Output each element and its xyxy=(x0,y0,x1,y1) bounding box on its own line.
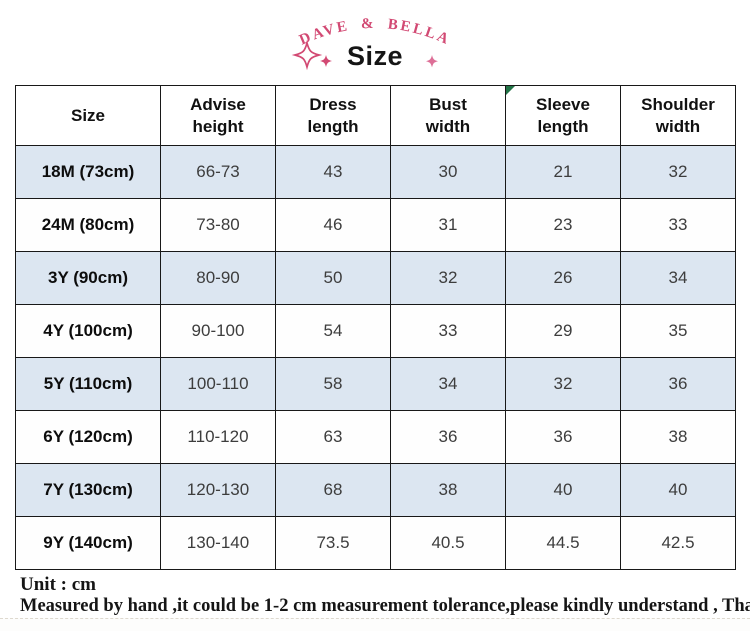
value-cell: 32 xyxy=(390,251,506,305)
column-header-sleeve-length: Sleeve length xyxy=(505,85,621,146)
table-row: 4Y (100cm) 90-100 54 33 29 35 xyxy=(15,304,736,358)
value-cell: 26 xyxy=(505,251,621,305)
value-cell: 32 xyxy=(505,357,621,411)
page-title: Size xyxy=(346,41,404,71)
value-cell: 38 xyxy=(620,410,736,464)
value-cell: 40 xyxy=(505,463,621,517)
column-header-label: Sleeve length xyxy=(536,95,590,136)
column-header-bust-width: Bust width xyxy=(390,85,506,146)
value-cell: 73-80 xyxy=(160,198,276,252)
size-cell: 24M (80cm) xyxy=(15,198,161,252)
value-cell: 23 xyxy=(505,198,621,252)
cropped-next-section-edge xyxy=(0,618,750,631)
value-cell: 44.5 xyxy=(505,516,621,570)
header-row: Size Advise height Dress length Bust wid… xyxy=(15,85,736,146)
value-cell: 120-130 xyxy=(160,463,276,517)
value-cell: 33 xyxy=(390,304,506,358)
value-cell: 50 xyxy=(275,251,391,305)
value-cell: 21 xyxy=(505,145,621,199)
value-cell: 43 xyxy=(275,145,391,199)
value-cell: 33 xyxy=(620,198,736,252)
size-cell: 3Y (90cm) xyxy=(15,251,161,305)
value-cell: 110-120 xyxy=(160,410,276,464)
column-header-size: Size xyxy=(15,85,161,146)
value-cell: 90-100 xyxy=(160,304,276,358)
value-cell: 36 xyxy=(505,410,621,464)
size-cell: 18M (73cm) xyxy=(15,145,161,199)
size-cell: 4Y (100cm) xyxy=(15,304,161,358)
value-cell: 34 xyxy=(390,357,506,411)
value-cell: 29 xyxy=(505,304,621,358)
size-cell: 5Y (110cm) xyxy=(15,357,161,411)
table-row: 5Y (110cm) 100-110 58 34 32 36 xyxy=(15,357,736,411)
table-row: 24M (80cm) 73-80 46 31 23 33 xyxy=(15,198,736,252)
sparkle-large-icon xyxy=(291,39,323,71)
size-table: Size Advise height Dress length Bust wid… xyxy=(15,85,736,570)
value-cell: 35 xyxy=(620,304,736,358)
value-cell: 36 xyxy=(390,410,506,464)
value-cell: 36 xyxy=(620,357,736,411)
value-cell: 31 xyxy=(390,198,506,252)
size-cell: 6Y (120cm) xyxy=(15,410,161,464)
column-header-shoulder-width: Shoulder width xyxy=(620,85,736,146)
column-header-advise-height: Advise height xyxy=(160,85,276,146)
value-cell: 130-140 xyxy=(160,516,276,570)
value-cell: 68 xyxy=(275,463,391,517)
brand-header: DAVE & BELLA xyxy=(291,16,450,71)
table-row: 18M (73cm) 66-73 43 30 21 32 xyxy=(15,145,736,199)
table-row: 3Y (90cm) 80-90 50 32 26 34 xyxy=(15,251,736,305)
value-cell: 40 xyxy=(620,463,736,517)
value-cell: 34 xyxy=(620,251,736,305)
value-cell: 63 xyxy=(275,410,391,464)
value-cell: 30 xyxy=(390,145,506,199)
table-row: 9Y (140cm) 130-140 73.5 40.5 44.5 42.5 xyxy=(15,516,736,570)
table-row: 6Y (120cm) 110-120 63 36 36 38 xyxy=(15,410,736,464)
unit-label: Unit : cm xyxy=(20,574,96,595)
value-cell: 40.5 xyxy=(390,516,506,570)
table-row: 7Y (130cm) 120-130 68 38 40 40 xyxy=(15,463,736,517)
value-cell: 42.5 xyxy=(620,516,736,570)
column-header-dress-length: Dress length xyxy=(275,85,391,146)
value-cell: 100-110 xyxy=(160,357,276,411)
excel-corner-flag-icon xyxy=(506,86,515,95)
value-cell: 54 xyxy=(275,304,391,358)
size-cell: 9Y (140cm) xyxy=(15,516,161,570)
sparkle-small-left-icon xyxy=(320,55,332,67)
value-cell: 46 xyxy=(275,198,391,252)
size-cell: 7Y (130cm) xyxy=(15,463,161,517)
value-cell: 58 xyxy=(275,357,391,411)
value-cell: 66-73 xyxy=(160,145,276,199)
value-cell: 38 xyxy=(390,463,506,517)
measurement-note: Measured by hand ,it could be 1-2 cm mea… xyxy=(20,596,750,616)
value-cell: 73.5 xyxy=(275,516,391,570)
value-cell: 80-90 xyxy=(160,251,276,305)
value-cell: 32 xyxy=(620,145,736,199)
sparkle-small-right-icon xyxy=(426,55,438,68)
